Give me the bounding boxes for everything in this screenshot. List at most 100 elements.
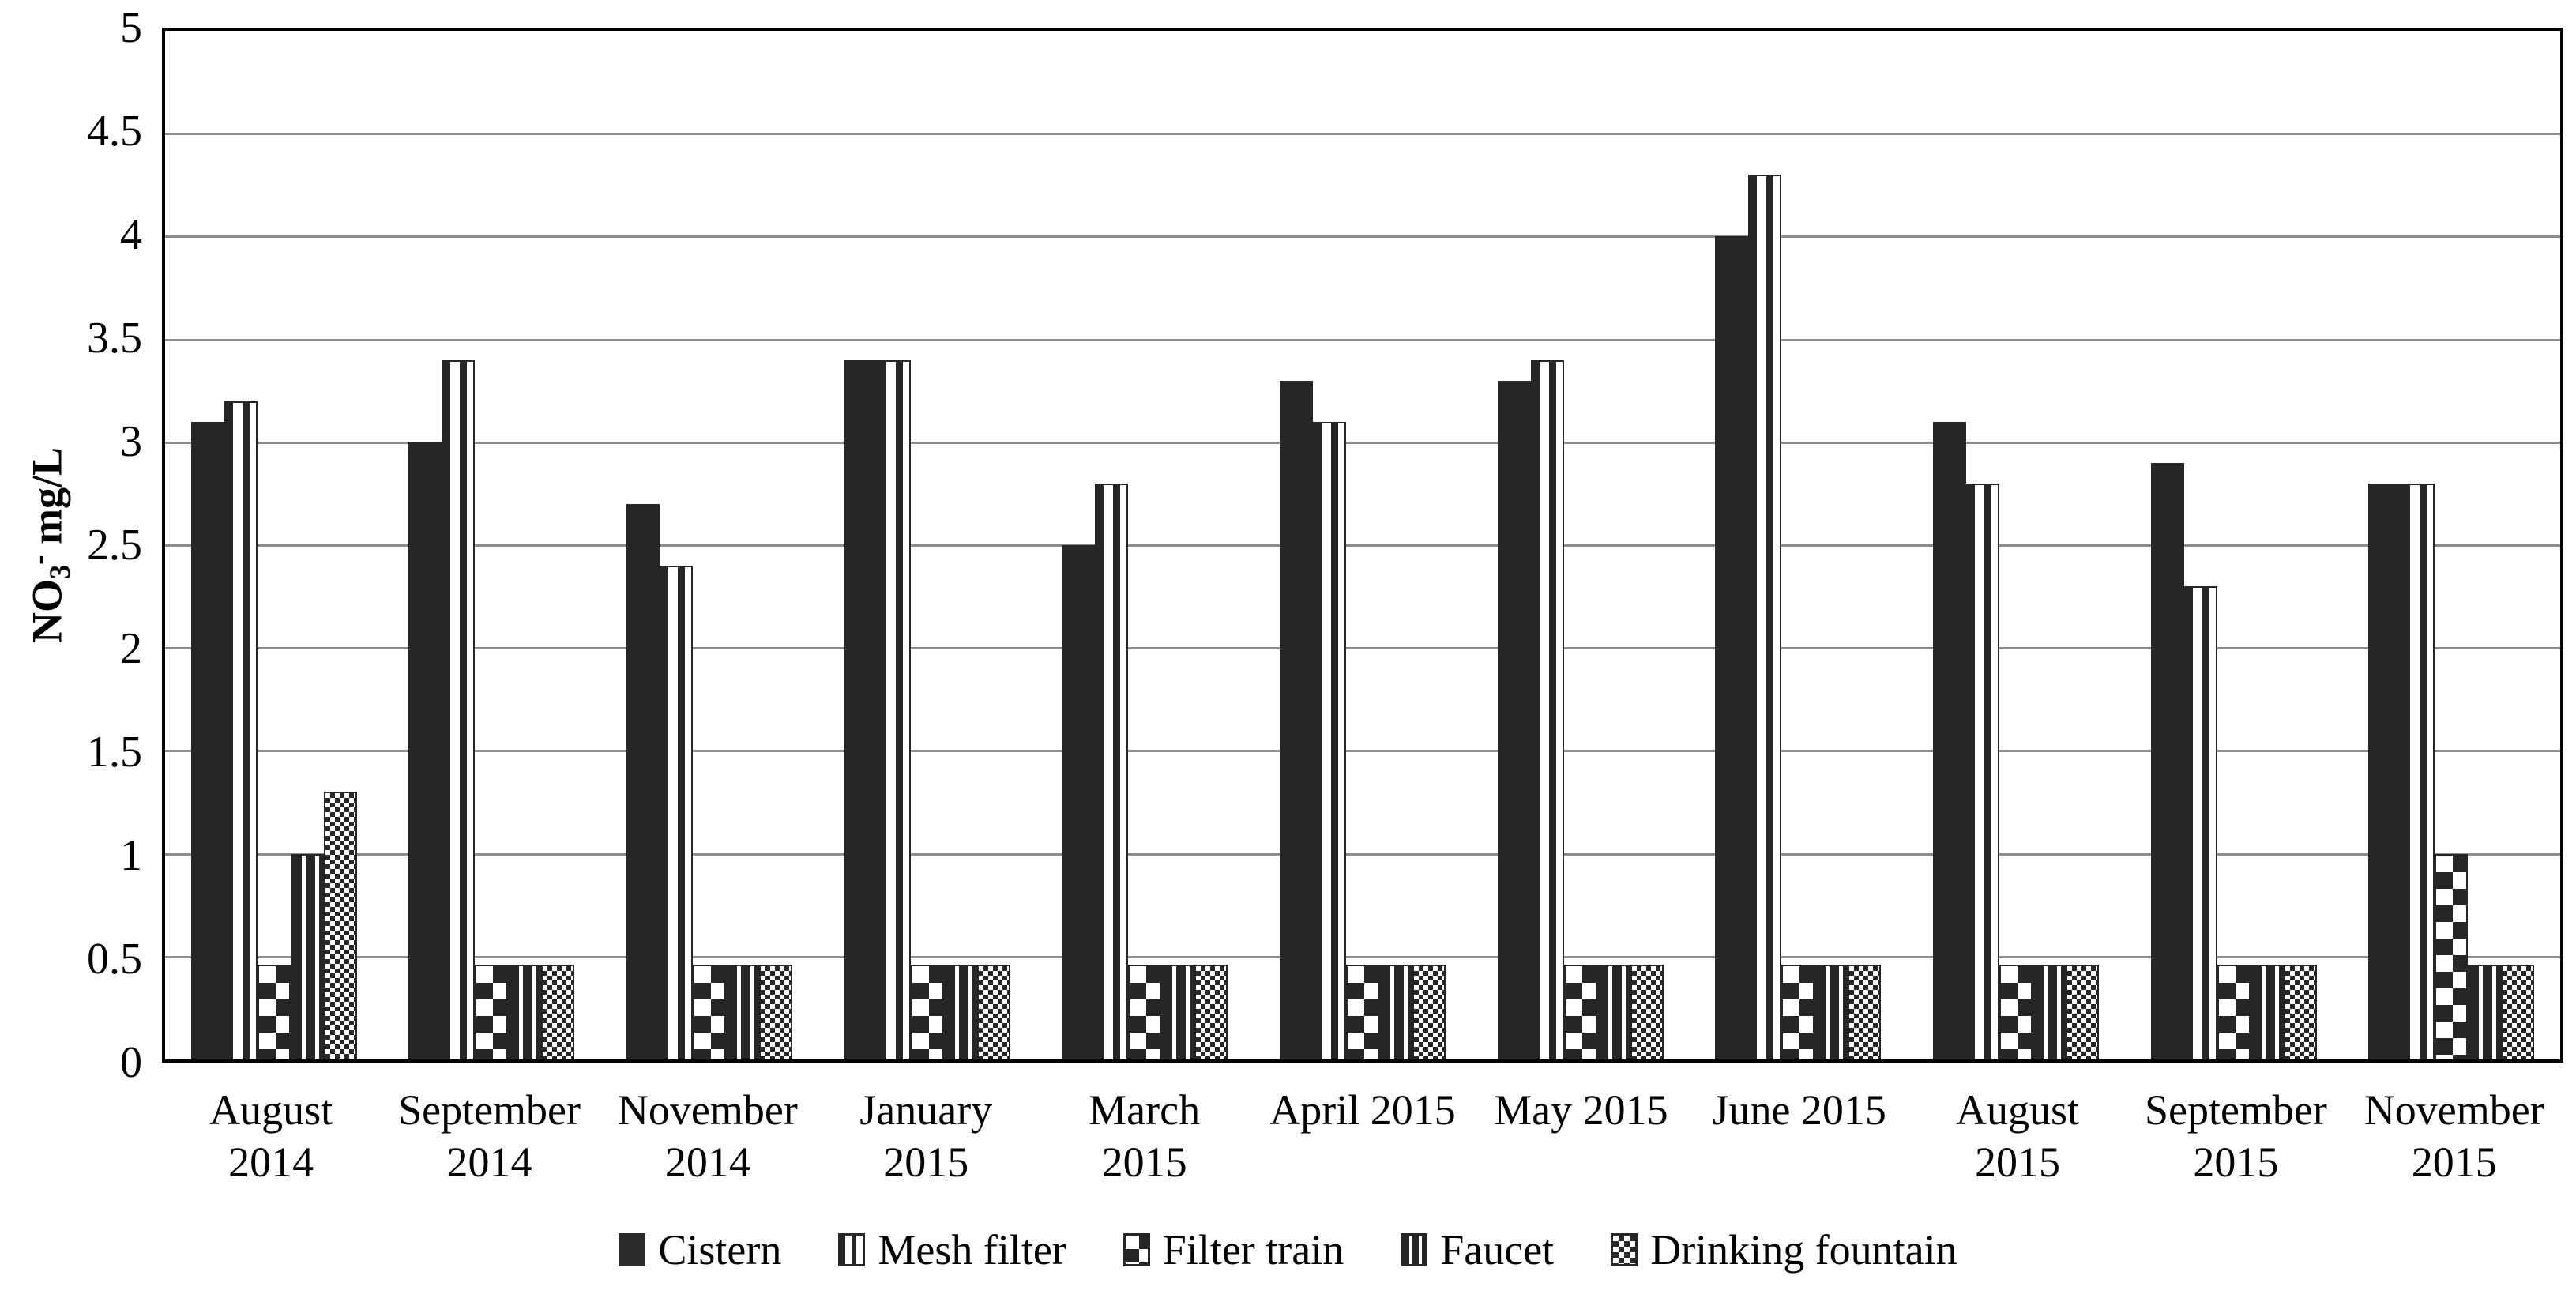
legend-swatch-large-checker-icon [1123, 1233, 1150, 1266]
bar-faucet [1379, 965, 1413, 1059]
bar-faucet [726, 965, 760, 1059]
bar-faucet [1814, 965, 1848, 1059]
gridline [165, 338, 2560, 341]
legend-swatch-thin-vertical-stripes-icon [1401, 1233, 1428, 1266]
y-tick-label: 3.5 [87, 314, 142, 363]
bar-group [818, 31, 1036, 1059]
bar-cistern [1280, 380, 1314, 1059]
bar-mesh-filter [224, 401, 258, 1059]
bar-cistern [844, 359, 878, 1059]
legend-item-cistern: Cistern [619, 1226, 781, 1274]
x-category-label: June 2015 [1690, 1084, 1908, 1218]
bar-mesh-filter [1530, 359, 1564, 1059]
legend-label: Cistern [658, 1226, 782, 1274]
y-tick-label: 2 [120, 624, 142, 673]
x-category-label-line: September [2144, 1086, 2327, 1134]
bar-faucet [2032, 965, 2066, 1059]
legend-item-faucet: Faucet [1401, 1226, 1554, 1274]
bar-drinking-fountain [541, 965, 575, 1059]
y-tick-label: 4.5 [87, 107, 142, 156]
x-category-label-line: November [617, 1086, 798, 1134]
legend: Cistern Mesh filter Filter train Faucet Drin… [0, 1226, 2576, 1274]
bar-drinking-fountain [2065, 965, 2099, 1059]
bar-filter-train [475, 965, 509, 1059]
y-tick-label: 3 [120, 417, 142, 466]
bar-cistern [190, 421, 224, 1059]
x-category-label: September 2015 [2127, 1084, 2345, 1218]
x-category-label-line: November [2364, 1086, 2544, 1134]
x-category-label-line: 2014 [446, 1138, 532, 1186]
bar-faucet [2468, 965, 2502, 1059]
x-category-label-line: January [859, 1086, 993, 1134]
legend-swatch-fine-checker-icon [1611, 1233, 1638, 1266]
x-category-label-line: 2015 [1975, 1138, 2061, 1186]
bar-filter-train [1563, 965, 1597, 1059]
x-category-label: January 2015 [817, 1084, 1035, 1218]
legend-label: Filter train [1162, 1226, 1344, 1274]
bar-group [165, 31, 383, 1059]
x-category-label-line: May 2015 [1494, 1086, 1668, 1134]
bar-mesh-filter [1748, 175, 1782, 1059]
bar-filter-train [1781, 965, 1815, 1059]
legend-label: Mesh filter [878, 1226, 1066, 1274]
bar-filter-train [910, 965, 944, 1059]
bar-group [1907, 31, 2125, 1059]
legend-item-filter-train: Filter train [1123, 1226, 1344, 1274]
legend-swatch-wide-vertical-stripes-icon [838, 1233, 866, 1266]
bar-mesh-filter [877, 359, 911, 1059]
x-category-label-line: 2015 [2411, 1138, 2497, 1186]
legend-item-mesh-filter: Mesh filter [838, 1226, 1066, 1274]
gridline [165, 750, 2560, 753]
bar-group [1472, 31, 1690, 1059]
bar-drinking-fountain [1848, 965, 1882, 1059]
bar-filter-train [1999, 965, 2033, 1059]
bar-cistern [2150, 462, 2184, 1059]
x-category-label-line: August [1956, 1086, 2080, 1134]
x-category-label: September 2014 [380, 1084, 598, 1218]
bar-group [1689, 31, 1907, 1059]
bar-group [600, 31, 818, 1059]
gridline [165, 441, 2560, 444]
x-category-label-line: 2015 [883, 1138, 969, 1186]
gridline [165, 852, 2560, 856]
legend-item-drinking-fountain: Drinking fountain [1611, 1226, 1957, 1274]
bar-cistern [2368, 483, 2402, 1059]
gridline [165, 133, 2560, 136]
legend-label: Drinking fountain [1650, 1226, 1957, 1274]
bar-faucet [508, 965, 542, 1059]
x-category-label: May 2015 [1472, 1084, 1690, 1218]
bar-group [2342, 31, 2560, 1059]
bar-mesh-filter [442, 359, 476, 1059]
bar-faucet [290, 853, 324, 1059]
x-category-label-line: 2015 [2193, 1138, 2279, 1186]
bar-drinking-fountain [323, 792, 357, 1059]
bar-group [1254, 31, 1472, 1059]
bar-filter-train [2435, 853, 2469, 1059]
x-category-label-line: April 2015 [1269, 1086, 1456, 1134]
bar-groups-layer [165, 31, 2560, 1059]
bar-mesh-filter [2183, 586, 2217, 1059]
bar-drinking-fountain [2283, 965, 2317, 1059]
bar-faucet [943, 965, 977, 1059]
x-category-label: August 2015 [1908, 1084, 2127, 1218]
y-tick-label: 5 [120, 3, 142, 52]
bar-drinking-fountain [759, 965, 793, 1059]
bar-filter-train [2217, 965, 2251, 1059]
bar-drinking-fountain [1630, 965, 1664, 1059]
bar-mesh-filter [1313, 421, 1347, 1059]
x-category-label-line: September [398, 1086, 581, 1134]
bar-filter-train [1346, 965, 1380, 1059]
x-category-label-line: 2014 [228, 1138, 314, 1186]
x-category-label-line: August [209, 1086, 333, 1134]
legend-label: Faucet [1440, 1226, 1555, 1274]
x-category-label-line: June 2015 [1712, 1086, 1886, 1134]
bar-cistern [1715, 236, 1749, 1059]
y-tick-label: 1 [120, 831, 142, 880]
gridline [165, 544, 2560, 547]
plot-area [162, 28, 2563, 1063]
x-category-label: November 2014 [599, 1084, 817, 1218]
bar-group [2125, 31, 2343, 1059]
bar-faucet [1596, 965, 1630, 1059]
bar-faucet [1161, 965, 1195, 1059]
